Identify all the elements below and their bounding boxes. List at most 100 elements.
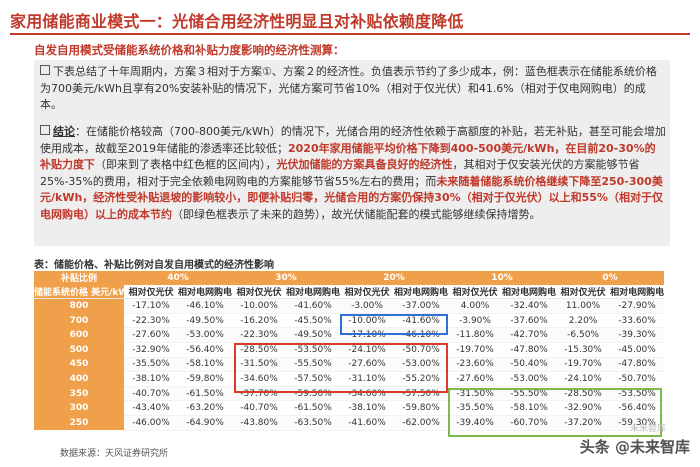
column-header-pv: 相对仅光伏 xyxy=(124,285,178,299)
value-cell: -22.30% xyxy=(232,328,286,343)
value-cell: -53.00% xyxy=(178,328,232,343)
value-cell: -39.40% xyxy=(448,415,502,430)
table-row: 300 -43.40% -63.20% -40.70% -61.50% -38.10% -5… xyxy=(34,401,664,416)
value-cell: -50.70% xyxy=(610,372,664,387)
value-cell: -34.60% xyxy=(232,372,286,387)
value-cell: -57.50% xyxy=(286,372,340,387)
price-cell: 450 xyxy=(34,357,124,372)
table-row: 600 -27.60% -53.00% -22.30% -49.50% -17.10% -4… xyxy=(34,328,664,343)
value-cell: -33.60% xyxy=(610,313,664,328)
value-cell: -37.00% xyxy=(394,299,448,314)
price-label: 储能系统价格 美元/kWh xyxy=(34,285,124,299)
value-cell: -17.10% xyxy=(340,328,394,343)
value-cell: -3.90% xyxy=(448,313,502,328)
checkbox-icon xyxy=(40,125,50,135)
conclusion-highlight-2: 光伏加储能的方案具备良好的经济性 xyxy=(277,158,453,171)
value-cell: -27.60% xyxy=(124,328,178,343)
table-row: 700 -22.30% -49.50% -16.20% -45.50% -10.00% -4… xyxy=(34,313,664,328)
value-cell: -38.10% xyxy=(340,401,394,416)
value-cell: -40.70% xyxy=(232,401,286,416)
page-title: 家用储能商业模式一：光储合用经济性明显且对补贴依赖度降低 xyxy=(10,8,464,32)
value-cell: -53.00% xyxy=(394,357,448,372)
value-cell: -64.90% xyxy=(178,415,232,430)
value-cell: -56.40% xyxy=(178,342,232,357)
table-row: 350 -40.70% -61.50% -37.70% -59.50% -34.60% -5… xyxy=(34,386,664,401)
table-row: 400 -38.10% -59.80% -34.60% -57.50% -31.10% -5… xyxy=(34,372,664,387)
value-cell: 4.00% xyxy=(448,299,502,314)
value-cell: -62.00% xyxy=(394,415,448,430)
price-cell: 500 xyxy=(34,342,124,357)
column-header-pv: 相对仅光伏 xyxy=(232,285,286,299)
column-header-grid: 相对电网购电 xyxy=(502,285,556,299)
value-cell: -6.50% xyxy=(556,328,610,343)
value-cell: -59.80% xyxy=(178,372,232,387)
value-cell: 2.20% xyxy=(556,313,610,328)
column-header-grid: 相对电网购电 xyxy=(178,285,232,299)
value-cell: -27.60% xyxy=(448,372,502,387)
value-cell: -19.70% xyxy=(448,342,502,357)
value-cell: -50.40% xyxy=(502,357,556,372)
value-cell: -53.00% xyxy=(502,372,556,387)
value-cell: -39.30% xyxy=(610,328,664,343)
paragraph-conclusion: 结论：在储能价格较高（700-800美元/kWh）的情况下，光储合用的经济性依赖… xyxy=(40,124,666,223)
value-cell: -32.90% xyxy=(124,342,178,357)
value-cell: -27.60% xyxy=(340,357,394,372)
value-cell: -31.10% xyxy=(340,372,394,387)
subsidy-header: 10% xyxy=(448,271,556,285)
value-cell: -46.10% xyxy=(178,299,232,314)
title-divider xyxy=(10,33,690,35)
value-cell: -31.50% xyxy=(448,386,502,401)
subsidy-label: 补贴比例 xyxy=(34,271,124,285)
value-cell: -63.20% xyxy=(178,401,232,416)
value-cell: 11.00% xyxy=(556,299,610,314)
value-cell: -11.80% xyxy=(448,328,502,343)
table-row: 450 -35.50% -58.10% -31.50% -55.50% -27.60% -5… xyxy=(34,357,664,372)
conclusion-keyword: 结论 xyxy=(53,125,75,138)
value-cell: -27.90% xyxy=(610,299,664,314)
value-cell: -45.00% xyxy=(610,342,664,357)
subsidy-header: 40% xyxy=(124,271,232,285)
column-header-pv: 相对仅光伏 xyxy=(448,285,502,299)
value-cell: -55.50% xyxy=(286,357,340,372)
value-cell: -35.50% xyxy=(448,401,502,416)
data-source: 数据来源：天风证券研究所 xyxy=(60,446,168,459)
table-caption: 表：储能价格、补贴比例对自发自用模式的经济性影响 xyxy=(34,256,274,271)
column-header-grid: 相对电网购电 xyxy=(286,285,340,299)
value-cell: -42.70% xyxy=(502,328,556,343)
table-header-columns: 储能系统价格 美元/kWh相对仅光伏相对电网购电相对仅光伏相对电网购电相对仅光伏… xyxy=(34,285,664,299)
conclusion-text-2: （即来到了表格中红色框的区间内）， xyxy=(95,158,277,171)
value-cell: -55.20% xyxy=(394,372,448,387)
price-cell: 600 xyxy=(34,328,124,343)
value-cell: -24.10% xyxy=(340,342,394,357)
value-cell: -46.00% xyxy=(124,415,178,430)
column-header-grid: 相对电网购电 xyxy=(610,285,664,299)
value-cell: -58.10% xyxy=(178,357,232,372)
price-cell: 300 xyxy=(34,401,124,416)
value-cell: -50.70% xyxy=(394,342,448,357)
value-cell: -59.50% xyxy=(286,386,340,401)
value-cell: -40.70% xyxy=(124,386,178,401)
checkbox-icon xyxy=(40,65,50,75)
value-cell: -22.30% xyxy=(124,313,178,328)
value-cell: -53.50% xyxy=(286,342,340,357)
value-cell: -37.60% xyxy=(502,313,556,328)
value-cell: -59.80% xyxy=(394,401,448,416)
table-row: 250 -46.00% -64.90% -43.80% -63.50% -41.60% -6… xyxy=(34,415,664,430)
watermark: 头条 @未来智库 xyxy=(580,436,690,457)
subsidy-header: 0% xyxy=(556,271,664,285)
value-cell: -43.80% xyxy=(232,415,286,430)
value-cell: -3.00% xyxy=(340,299,394,314)
value-cell: -35.50% xyxy=(124,357,178,372)
value-cell: -61.50% xyxy=(286,401,340,416)
value-cell: -28.50% xyxy=(232,342,286,357)
column-header-pv: 相对仅光伏 xyxy=(340,285,394,299)
value-cell: -15.30% xyxy=(556,342,610,357)
summary-text: 下表总结了十年周期内，方案３相对于方案①、方案２的经济性。负值表示节约了多少成本… xyxy=(40,65,657,111)
value-cell: -63.50% xyxy=(286,415,340,430)
value-cell: -34.60% xyxy=(340,386,394,401)
conclusion-text-4: （即绿色框表示了未来的趋势），故光伏储能配套的模式能够继续保持增势。 xyxy=(172,208,541,221)
value-cell: -37.20% xyxy=(556,415,610,430)
subsidy-header: 20% xyxy=(340,271,448,285)
section-subtitle: 自发自用模式受储能系统价格和补贴力度影响的经济性测算： xyxy=(34,42,345,58)
